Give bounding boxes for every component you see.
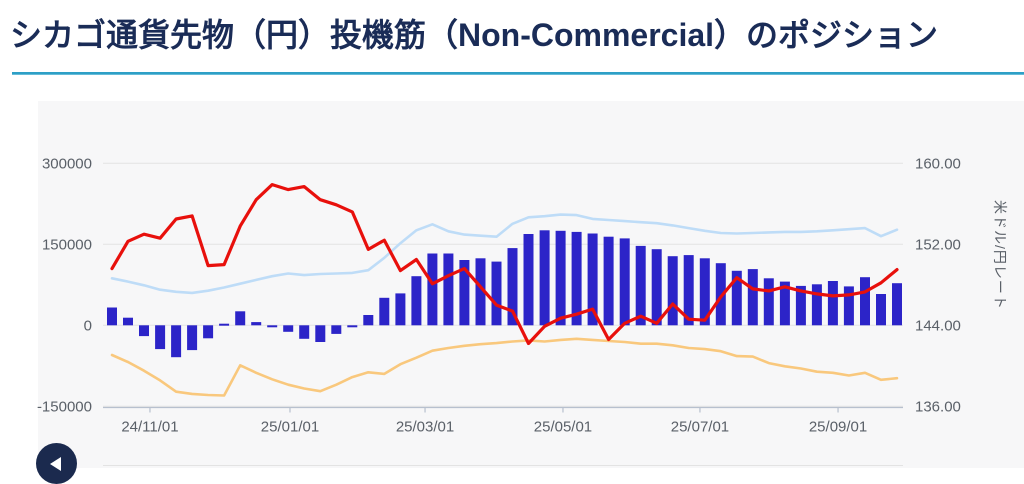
net-position-bar — [555, 230, 566, 326]
net-position-bar — [475, 258, 486, 326]
x-axis-tick-label: 25/09/01 — [809, 419, 867, 436]
net-position-bar — [843, 286, 854, 326]
left-axis-label: 300000 — [42, 155, 92, 172]
back-icon — [49, 456, 61, 471]
long-position-line — [110, 213, 899, 295]
right-axis-label: 152.00 — [915, 236, 961, 253]
net-position-bar — [747, 269, 758, 326]
net-position-bar — [203, 325, 214, 339]
right-axis-title: 米ドル/円レート — [992, 200, 1008, 310]
net-position-bar — [715, 263, 726, 326]
right-axis-label: 136.00 — [915, 398, 961, 415]
net-position-bar — [619, 238, 630, 326]
net-position-bar — [667, 256, 678, 326]
net-position-bar — [763, 278, 774, 326]
net-position-bar — [876, 294, 886, 326]
positions-chart: 300000 160.00 150000 152.00 0 144.00 -150000 13… — [37, 155, 961, 466]
back-button[interactable] — [36, 443, 77, 484]
net-position-bar — [363, 315, 374, 326]
net-position-bar — [795, 285, 806, 326]
net-position-bar — [587, 233, 598, 326]
net-position-bar — [635, 245, 646, 326]
net-position-bar — [171, 325, 182, 358]
short-position-line — [110, 337, 899, 397]
net-position-bar — [443, 253, 454, 326]
net-position-bar — [411, 276, 422, 326]
page-title: シカゴ通貨先物（円）投機筋（Non-Commercial）のポジション — [10, 17, 939, 53]
x-axis-tick-label: 25/03/01 — [396, 419, 454, 436]
net-position-bar — [683, 255, 694, 326]
net-position-bar — [731, 270, 742, 326]
net-position-bar — [331, 325, 342, 334]
left-axis-label: 150000 — [42, 236, 92, 253]
x-axis-tick-label: 25/07/01 — [671, 419, 729, 436]
net-position-bar — [107, 307, 117, 326]
net-position-bar — [827, 281, 838, 326]
usdjpy-rate-line — [110, 183, 899, 346]
net-position-bar — [892, 283, 902, 326]
right-axis-label: 144.00 — [915, 317, 961, 334]
net-position-bar — [651, 249, 662, 326]
net-position-bar — [507, 248, 518, 326]
net-position-bar — [235, 311, 246, 326]
net-position-bar — [251, 322, 262, 326]
net-position-bar — [315, 325, 326, 342]
net-position-bar — [523, 234, 534, 326]
net-position-bar — [539, 230, 550, 326]
net-position-bar — [395, 293, 406, 326]
right-axis-label: 160.00 — [915, 155, 961, 172]
net-position-bar — [603, 236, 614, 326]
net-position-bar — [427, 253, 438, 326]
net-position-bar — [219, 323, 230, 326]
net-position-bar — [299, 325, 310, 339]
net-position-bar — [491, 261, 502, 326]
net-position-bar — [459, 260, 470, 326]
net-position-bar — [779, 281, 790, 326]
left-axis-label: -150000 — [37, 398, 92, 415]
x-axis-tick-label: 25/01/01 — [261, 419, 319, 436]
net-position-bar — [123, 317, 133, 326]
x-axis-tick-label: 24/11/01 — [121, 419, 178, 436]
net-position-bar — [139, 325, 149, 337]
net-position-bar — [860, 277, 870, 326]
net-position-bars — [107, 230, 902, 358]
net-position-bar — [811, 284, 822, 326]
net-position-bar — [379, 297, 390, 326]
left-axis-label: 0 — [84, 317, 92, 334]
x-axis-tick-label: 25/05/01 — [534, 419, 592, 436]
net-position-bar — [571, 231, 582, 326]
net-position-bar — [347, 325, 358, 328]
net-position-bar — [267, 325, 278, 328]
net-position-bar — [187, 325, 198, 351]
title-underline — [12, 72, 1024, 75]
net-position-bar — [699, 258, 710, 326]
net-position-bar — [155, 325, 166, 350]
net-position-bar — [283, 325, 294, 332]
